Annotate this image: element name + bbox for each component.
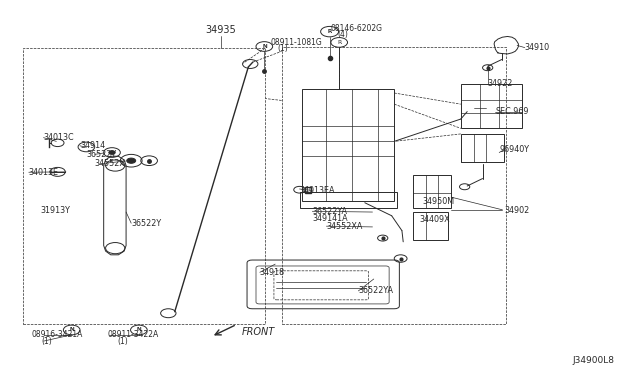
Circle shape xyxy=(109,151,115,154)
Text: 34902: 34902 xyxy=(504,206,529,215)
Text: N: N xyxy=(262,44,267,49)
Text: R: R xyxy=(328,29,332,34)
Text: 34013C: 34013C xyxy=(44,133,74,142)
Text: 34918: 34918 xyxy=(260,268,285,277)
Text: 36522Y: 36522Y xyxy=(131,219,161,228)
Text: 34552X: 34552X xyxy=(94,159,125,168)
Bar xyxy=(461,134,504,162)
Text: (1): (1) xyxy=(41,337,52,346)
Text: 08911-1081G: 08911-1081G xyxy=(270,38,322,46)
Text: FRONT: FRONT xyxy=(242,327,275,337)
Text: 34409X: 34409X xyxy=(419,215,450,224)
Text: N: N xyxy=(262,44,267,49)
Bar xyxy=(300,192,397,208)
Bar xyxy=(413,175,451,208)
Text: 36522Y: 36522Y xyxy=(86,150,116,159)
Text: (1): (1) xyxy=(117,337,128,346)
Text: 34910: 34910 xyxy=(525,43,550,52)
Text: 349141A: 349141A xyxy=(312,214,348,223)
Text: N: N xyxy=(69,327,74,333)
Text: 34552XA: 34552XA xyxy=(326,222,363,231)
Text: 08916-3421A: 08916-3421A xyxy=(32,330,83,339)
Text: 08146-6202G: 08146-6202G xyxy=(331,24,383,33)
Text: 08911-3422A: 08911-3422A xyxy=(108,330,159,339)
Text: N: N xyxy=(136,327,141,333)
Text: 34922: 34922 xyxy=(488,79,513,88)
Text: 36522YA: 36522YA xyxy=(358,286,394,295)
Text: 34950M: 34950M xyxy=(422,197,454,206)
Text: 34013EA: 34013EA xyxy=(300,186,335,195)
Text: (1): (1) xyxy=(277,44,288,53)
Circle shape xyxy=(127,158,136,163)
Text: 96940Y: 96940Y xyxy=(499,145,529,154)
Text: N: N xyxy=(136,327,141,333)
Bar xyxy=(302,89,394,201)
Text: 34013E: 34013E xyxy=(29,168,59,177)
Text: N: N xyxy=(69,327,74,333)
Text: 34914: 34914 xyxy=(80,141,105,150)
Text: J34900L8: J34900L8 xyxy=(572,356,614,365)
Text: (4): (4) xyxy=(337,31,348,39)
Text: 34935: 34935 xyxy=(205,25,236,35)
Text: 31913Y: 31913Y xyxy=(40,206,70,215)
Text: R: R xyxy=(328,29,332,34)
Bar xyxy=(23,48,265,324)
Text: SEC.969: SEC.969 xyxy=(496,107,529,116)
Text: 36522YA: 36522YA xyxy=(312,207,348,216)
Bar xyxy=(282,46,506,324)
Text: R: R xyxy=(337,40,341,45)
Bar xyxy=(413,212,448,240)
Bar xyxy=(461,84,522,128)
